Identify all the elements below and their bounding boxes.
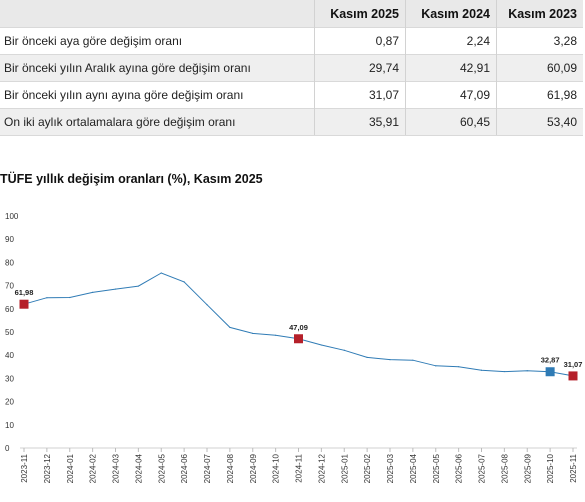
cell-value: 35,91 <box>314 108 406 136</box>
x-tick-label: 2025-10 <box>546 453 555 483</box>
x-tick-label: 2025-01 <box>340 453 349 483</box>
y-tick-label: 80 <box>5 258 14 267</box>
line-chart: 0 10 20 30 40 50 60 70 80 90 100 2023-11 2023-12 2024… <box>5 212 583 483</box>
table-row: Bir önceki aya göre değişim oranı 0,87 2… <box>0 27 583 55</box>
data-point <box>275 334 277 336</box>
header-kasim-2025: Kasım 2025 <box>314 0 406 28</box>
data-point <box>366 356 368 359</box>
x-tick-label: 2024-12 <box>317 453 326 483</box>
row-label: Bir önceki yılın aynı ayına göre değişim… <box>0 81 315 109</box>
data-point <box>389 359 391 361</box>
x-tick-label: 2025-09 <box>523 453 532 483</box>
x-tick-label: 2025-06 <box>455 453 464 483</box>
data-point <box>412 359 414 361</box>
data-point <box>503 370 505 373</box>
y-tick-label: 90 <box>5 235 14 244</box>
cell-value: 61,98 <box>496 81 583 109</box>
header-kasim-2024: Kasım 2024 <box>405 0 497 28</box>
data-point <box>229 326 231 329</box>
data-marker <box>294 334 303 344</box>
rates-table: Kasım 2025 Kasım 2024 Kasım 2023 Bir önc… <box>0 0 583 136</box>
cell-value: 47,09 <box>405 81 497 109</box>
x-tick-label: 2023-12 <box>43 453 52 483</box>
x-tick-label: 2024-02 <box>89 453 98 483</box>
x-tick-label: 2023-11 <box>20 453 29 482</box>
data-point <box>526 370 528 372</box>
table-header-row: Kasım 2025 Kasım 2024 Kasım 2023 <box>0 0 583 28</box>
data-point <box>183 281 185 283</box>
y-tick-label: 10 <box>5 421 14 430</box>
data-point <box>69 296 71 299</box>
cell-value: 60,45 <box>405 108 497 136</box>
x-tick-label: 2025-02 <box>363 453 372 483</box>
data-point <box>458 366 460 368</box>
x-tick-label: 2024-03 <box>112 453 121 483</box>
data-point <box>114 288 117 290</box>
x-tick-label: 2024-05 <box>157 453 166 483</box>
data-marker <box>568 371 578 381</box>
data-label: 61,98 <box>15 288 34 297</box>
data-point <box>480 369 483 371</box>
row-label: On iki aylık ortalamalara göre değişim o… <box>0 108 315 136</box>
x-tick-label: 2024-06 <box>180 453 189 483</box>
table-row: On iki aylık ortalamalara göre değişim o… <box>0 108 583 136</box>
table-row: Bir önceki yılın Aralık ayına göre değiş… <box>0 54 583 82</box>
y-tick-label: 60 <box>5 305 14 314</box>
x-tick-label: 2025-11 <box>569 453 578 482</box>
data-point <box>343 349 345 351</box>
row-label: Bir önceki yılın Aralık ayına göre değiş… <box>0 54 315 82</box>
data-point <box>435 365 437 367</box>
x-tick-label: 2025-07 <box>478 453 487 483</box>
table-row: Bir önceki yılın aynı ayına göre değişim… <box>0 81 583 109</box>
x-tick-label: 2024-11 <box>295 453 304 482</box>
data-marker <box>545 367 555 377</box>
x-tick-label: 2024-08 <box>226 453 235 483</box>
cell-value: 31,07 <box>314 81 406 109</box>
data-point <box>206 304 208 306</box>
data-point <box>252 332 254 335</box>
data-point <box>92 291 94 293</box>
data-point <box>137 285 139 287</box>
cell-value: 42,91 <box>405 54 497 82</box>
y-tick-label: 100 <box>5 212 19 221</box>
cell-value: 29,74 <box>314 54 406 82</box>
x-tick-label: 2024-04 <box>134 453 143 483</box>
data-marker <box>19 299 29 309</box>
x-tick-label: 2025-05 <box>432 453 441 483</box>
y-tick-label: 70 <box>5 282 14 291</box>
data-point <box>160 272 162 274</box>
cell-value: 3,28 <box>496 27 583 55</box>
y-tick-label: 50 <box>5 328 14 337</box>
header-blank <box>0 0 315 28</box>
x-tick-label: 2024-07 <box>203 453 212 483</box>
data-label: 47,09 <box>289 323 308 332</box>
header-kasim-2023: Kasım 2023 <box>496 0 583 28</box>
cell-value: 2,24 <box>405 27 497 55</box>
data-label: 32,87 <box>541 356 560 365</box>
x-tick-label: 2025-03 <box>386 453 395 483</box>
x-tick-label: 2024-09 <box>249 453 258 483</box>
data-point <box>46 297 48 299</box>
chart-title: TÜFE yıllık değişim oranları (%), Kasım … <box>0 172 263 186</box>
x-tick-label: 2025-04 <box>409 453 418 483</box>
cell-value: 0,87 <box>314 27 406 55</box>
y-tick-label: 20 <box>5 398 14 407</box>
y-tick-label: 0 <box>5 444 10 453</box>
x-tick-label: 2024-01 <box>66 453 75 483</box>
data-label: 31,07 <box>564 360 583 369</box>
cell-value: 60,09 <box>496 54 583 82</box>
cell-value: 53,40 <box>496 108 583 136</box>
y-tick-label: 40 <box>5 351 14 360</box>
data-point <box>320 344 322 346</box>
x-tick-label: 2024-10 <box>272 453 281 483</box>
x-tick-label: 2025-08 <box>500 453 509 483</box>
y-tick-label: 30 <box>5 374 14 383</box>
row-label: Bir önceki aya göre değişim oranı <box>0 27 315 55</box>
